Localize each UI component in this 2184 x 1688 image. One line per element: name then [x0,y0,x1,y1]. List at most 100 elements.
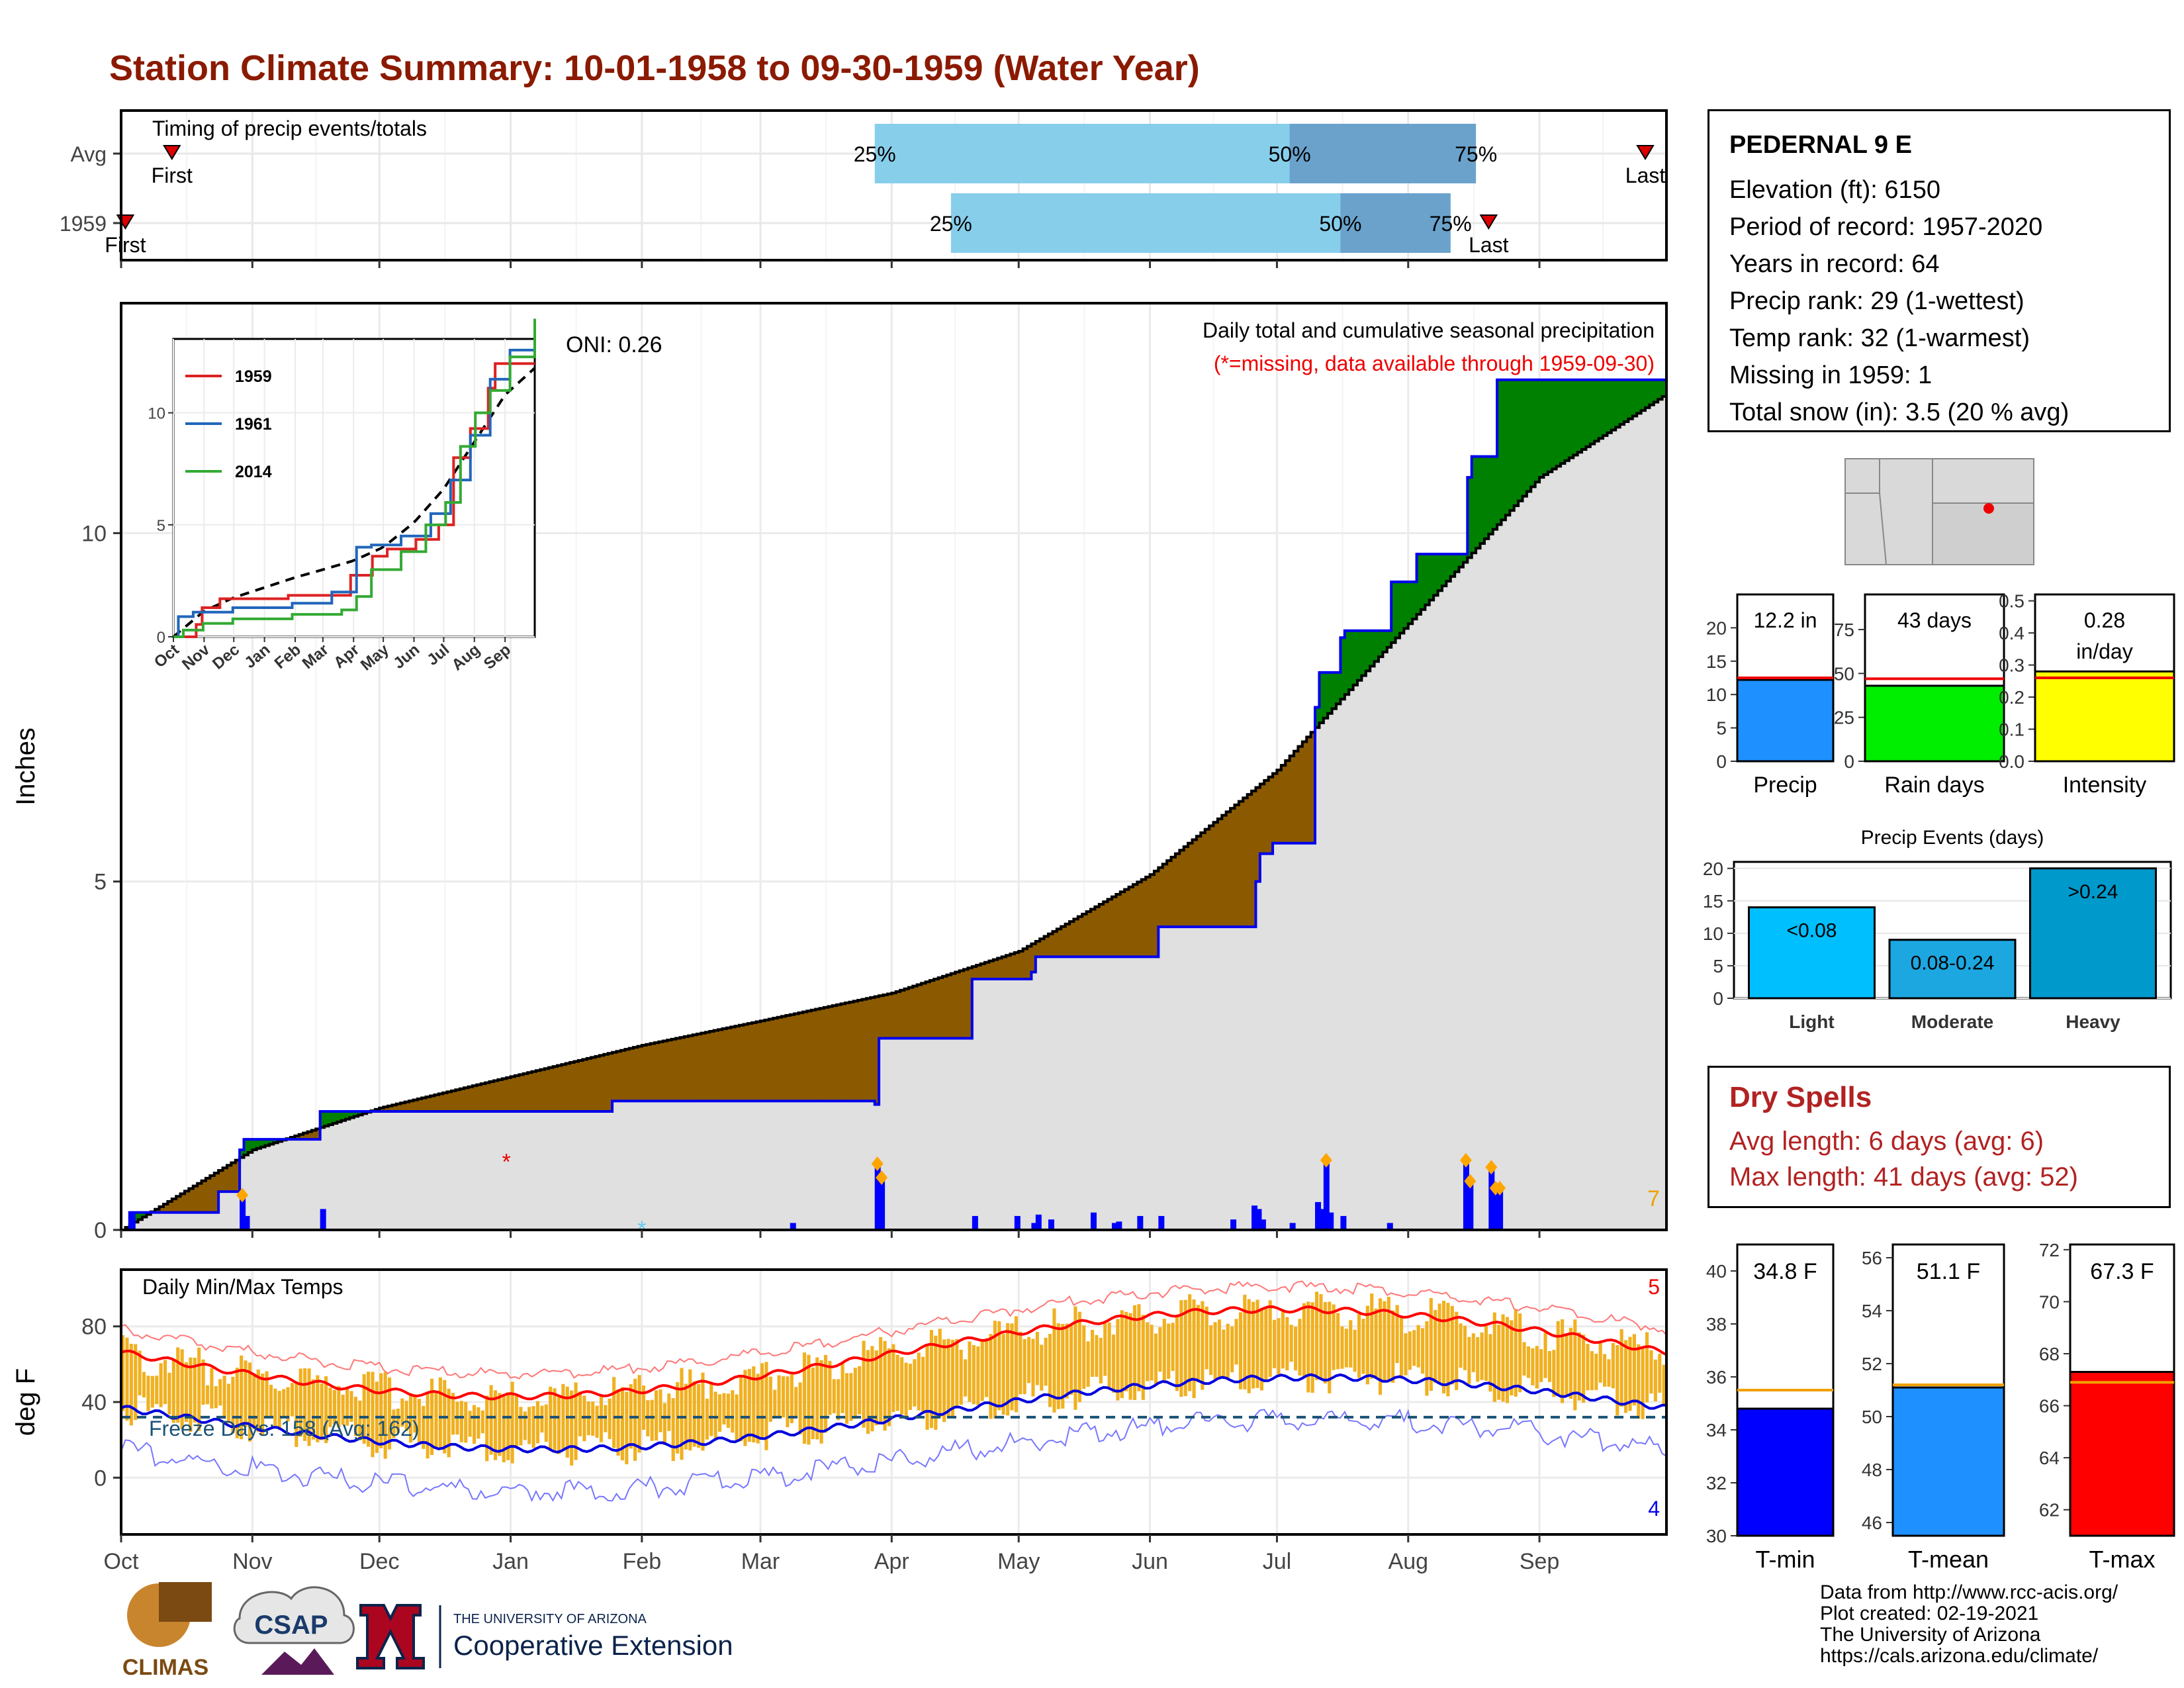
precip-diff-segment [980,963,985,980]
precip-diff-segment [662,1041,668,1102]
events-title: Precip Events (days) [1861,827,2044,849]
timing-last-marker [1636,145,1655,160]
precip-diff-segment [811,1009,816,1102]
temp-range-bar [1561,1319,1565,1403]
temp-range-bar [1209,1325,1213,1376]
temp-range-bar [891,1344,895,1413]
precip-diff-segment [1141,879,1146,957]
temp-range-bar [883,1340,887,1431]
temp-range-bar [1264,1307,1268,1380]
temp-range-bar [1556,1321,1560,1395]
temp-range-bar [1539,1349,1543,1382]
precip-diff-segment [1399,582,1404,633]
temp-range-bar [612,1377,616,1448]
temp-range-bar [1408,1331,1412,1370]
precip-diff-segment [413,1100,418,1112]
temp-range-bar [379,1373,383,1448]
station-line: Elevation (ft): 6150 [1729,176,1940,204]
temp-range-bar [269,1384,273,1419]
timing-panel-title: Timing of precip events/totals [152,117,427,140]
precip-diff-segment [1124,889,1130,957]
bar-ytick-label: 0 [1716,751,1727,772]
temp-range-bar [1603,1354,1607,1387]
temp-range-bar [1082,1325,1086,1389]
precip-diff-segment [917,984,922,1039]
temp-range-bar [226,1383,231,1423]
precip-daily-bar [1467,1181,1474,1230]
temp-range-bar [1171,1323,1175,1371]
temp-range-bar [506,1392,510,1460]
precip-diff-segment [1056,929,1062,957]
precip-diff-segment [256,1139,261,1149]
precip-diff-segment [1340,637,1345,700]
precip-diff-segment [1501,379,1506,520]
precip-diff-segment [430,1096,435,1112]
precip-daily-bar [1230,1219,1237,1230]
inset-series-line [173,318,536,638]
precip-diff-segment [989,961,994,980]
precip-diff-segment [1019,951,1024,980]
temp-range-bar [1514,1309,1518,1397]
temp-range-bar [1492,1312,1496,1402]
tbar-ytick-label: 32 [1706,1473,1727,1493]
temp-range-bar [561,1383,565,1450]
precip-diff-segment [171,1199,177,1213]
inset-legend-label: 1961 [235,415,272,434]
precip-diff-segment [849,1002,854,1102]
temp-range-bar [790,1374,794,1423]
precip-diff-segment [1514,379,1519,506]
timing-row-label: Avg [70,142,107,166]
temp-range-bar [844,1373,849,1424]
precip-diff-segment [1251,790,1257,927]
precip-daily-bar [1340,1215,1347,1230]
precip-diff-segment [786,1015,791,1102]
temp-range-bar [1141,1315,1145,1400]
precip-diff-segment [815,1009,821,1102]
precip-diff-segment [1192,839,1197,927]
precip-diff-segment [1226,812,1231,927]
temp-range-bar [1048,1334,1052,1407]
precip-daily-bar [1492,1188,1499,1230]
precip-diff-segment [1281,765,1286,843]
temp-range-bar [163,1360,167,1405]
temp-range-bar [404,1401,408,1431]
precip-diff-segment [1565,379,1570,461]
temp-range-bar [176,1347,180,1423]
precip-diff-segment [1171,857,1176,927]
precip-diff-segment [731,1027,736,1102]
temp-bar-label: T-max [2089,1546,2155,1573]
temp-range-bar [1154,1333,1158,1384]
temp-range-bar [1607,1359,1611,1387]
precip-diff-segment [760,1021,765,1102]
temp-range-bar [1328,1301,1332,1393]
temp-range-bar [1632,1334,1636,1406]
precip-diff-segment [447,1092,452,1112]
precip-diff-segment [697,1033,702,1102]
precip-diff-segment [328,1111,334,1125]
precip-diff-segment [722,1029,727,1102]
precip-diff-segment [887,994,892,1039]
precip-diff-segment [1069,921,1074,957]
precip-diff-segment [747,1023,752,1102]
temp-range-bar [781,1376,786,1418]
precip-diff-segment [968,968,973,1039]
month-label: Jul [1263,1549,1291,1574]
precip-diff-segment [1238,801,1244,927]
temp-range-bar [866,1350,870,1434]
precip-diff-segment [1332,672,1337,709]
climas-logo-text: CLIMAS [122,1655,208,1680]
precip-diff-segment [1433,553,1439,596]
temp-range-bar [256,1369,260,1432]
map-state [1932,502,2034,565]
precip-event-marker [1459,1152,1472,1168]
temp-range-bar [858,1366,862,1415]
precip-diff-segment [1035,941,1040,957]
precip-diff-segment [1471,456,1477,553]
temp-range-bar [752,1366,756,1443]
temp-range-bar [667,1393,671,1431]
precip-diff-segment [1505,379,1510,516]
temp-range-bar [1158,1327,1162,1372]
precip-diff-segment [1476,456,1481,549]
temp-range-bar [298,1368,302,1437]
events-ytick-label: 10 [1703,923,1723,944]
